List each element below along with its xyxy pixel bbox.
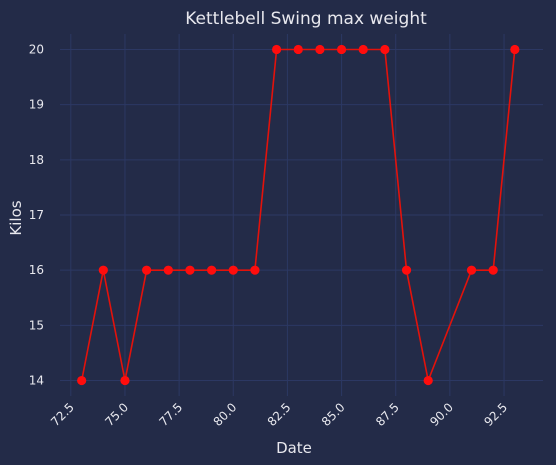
y-tick-label: 14 <box>29 374 44 388</box>
data-point <box>120 376 129 385</box>
y-tick-label: 17 <box>29 208 44 222</box>
data-point <box>99 266 108 275</box>
data-point <box>424 376 433 385</box>
data-point <box>250 266 259 275</box>
data-point <box>510 45 519 54</box>
chart-title: Kettlebell Swing max weight <box>185 9 427 29</box>
y-tick-label: 16 <box>29 263 44 277</box>
data-point <box>402 266 411 275</box>
data-point <box>272 45 281 54</box>
data-point <box>142 266 151 275</box>
data-point <box>164 266 173 275</box>
y-tick-label: 20 <box>29 42 44 56</box>
data-point <box>359 45 368 54</box>
data-point <box>229 266 238 275</box>
data-point <box>315 45 324 54</box>
y-axis-label: Kilos <box>7 200 25 235</box>
x-axis-label: Date <box>276 439 312 457</box>
data-point <box>337 45 346 54</box>
data-point <box>294 45 303 54</box>
data-point <box>467 266 476 275</box>
data-point <box>77 376 86 385</box>
data-point <box>489 266 498 275</box>
y-tick-label: 18 <box>29 153 44 167</box>
data-point <box>185 266 194 275</box>
data-point <box>207 266 216 275</box>
y-tick-label: 19 <box>29 98 44 112</box>
y-tick-label: 15 <box>29 318 44 332</box>
data-point <box>380 45 389 54</box>
